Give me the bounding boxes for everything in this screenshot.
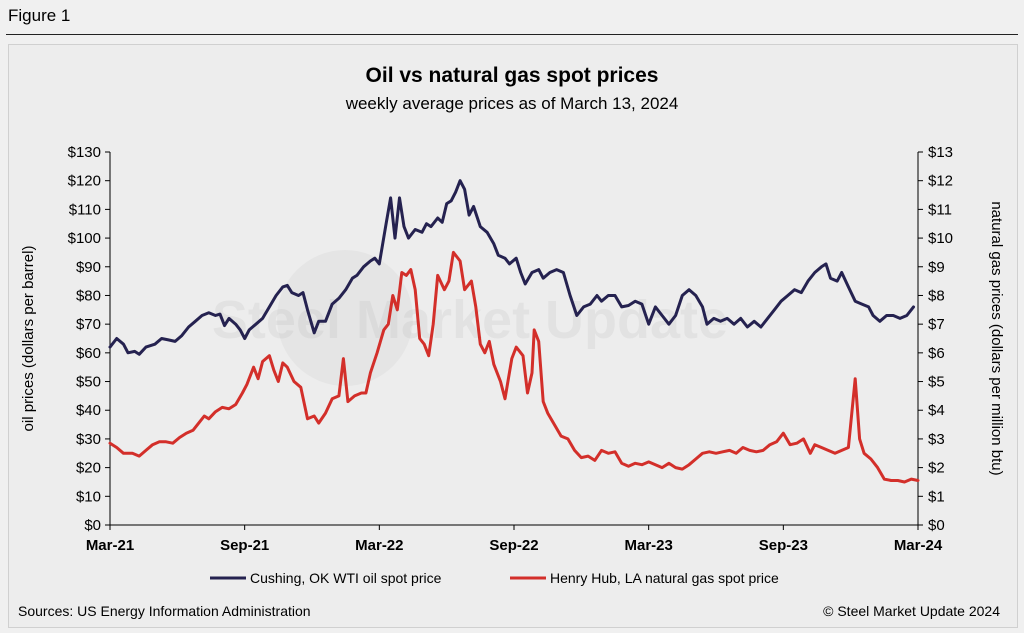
y-tick-label: $90 <box>76 259 101 276</box>
y-tick-label: $70 <box>76 316 101 333</box>
y-tick-label: $10 <box>76 488 101 505</box>
y2-tick-label: $0 <box>928 517 945 534</box>
y-tick-label: $130 <box>68 144 101 161</box>
y2-tick-label: $1 <box>928 488 945 505</box>
y2-tick-label: $3 <box>928 431 945 448</box>
chart-panel <box>8 44 1018 628</box>
y-tick-label: $110 <box>69 201 101 218</box>
y2-tick-label: $9 <box>928 259 945 276</box>
y-axis-title: oil prices (dollars per barrel) <box>20 246 37 432</box>
y2-tick-label: $10 <box>928 230 953 247</box>
x-tick-label: Mar-22 <box>355 537 403 554</box>
x-tick-label: Mar-21 <box>86 537 134 554</box>
y2-tick-label: $6 <box>928 345 945 362</box>
y2-tick-label: $8 <box>928 287 945 304</box>
y-tick-label: $0 <box>84 517 101 534</box>
y-tick-label: $30 <box>76 431 101 448</box>
source-note: Sources: US Energy Information Administr… <box>18 603 311 619</box>
y2-tick-label: $4 <box>928 402 945 419</box>
chart-subtitle: weekly average prices as of March 13, 20… <box>345 94 679 113</box>
axes-group: $0 $10 $20 $30 $40 $50 $60 $70 $80 $90 $100 $110 $12… <box>68 144 953 554</box>
y-tick-label: $100 <box>68 230 101 247</box>
y-tick-label: $120 <box>68 173 101 190</box>
y2-tick-label: $13 <box>928 144 953 161</box>
series-line-oil <box>108 179 915 356</box>
x-tick-label: Sep-23 <box>759 537 808 554</box>
y-tick-label: $20 <box>76 460 101 477</box>
y2-tick-label: $5 <box>928 374 945 391</box>
copyright-note: © Steel Market Update 2024 <box>823 603 1000 619</box>
y-tick-label: $80 <box>76 287 101 304</box>
y-tick-label: $40 <box>76 402 101 419</box>
watermark-layer: Steel Market Update <box>212 290 728 350</box>
x-tick-label: Sep-21 <box>220 537 269 554</box>
y2-tick-label: $7 <box>928 316 945 333</box>
figure-label: Figure 1 <box>8 6 71 25</box>
legend-label-gas: Henry Hub, LA natural gas spot price <box>550 570 779 586</box>
y2-tick-label: $12 <box>928 173 953 190</box>
figure-rule <box>6 34 1018 35</box>
watermark-text: Steel Market Update <box>212 290 728 350</box>
legend: Cushing, OK WTI oil spot price Henry Hub… <box>210 570 779 586</box>
y2-axis-title: natural gas prices (dollars per million … <box>988 201 1005 475</box>
chart-title: Oil vs natural gas spot prices <box>365 64 659 87</box>
x-tick-label: Mar-23 <box>624 537 672 554</box>
y2-tick-label: $11 <box>928 201 952 218</box>
legend-label-oil: Cushing, OK WTI oil spot price <box>250 570 442 586</box>
x-tick-label: Sep-22 <box>489 537 538 554</box>
series-line-gas <box>108 250 920 484</box>
series-lines <box>108 179 920 484</box>
y-tick-label: $50 <box>76 374 101 391</box>
x-tick-label: Mar-24 <box>894 537 943 554</box>
y2-tick-label: $2 <box>928 460 945 477</box>
y-tick-label: $60 <box>76 345 101 362</box>
